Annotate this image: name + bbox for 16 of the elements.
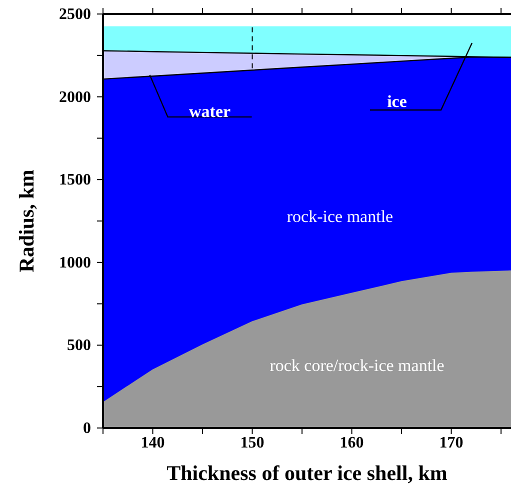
y-tick-label: 1500 <box>59 172 91 189</box>
x-axis-title: Thickness of outer ice shell, km <box>166 461 448 485</box>
y-tick-label: 1000 <box>59 254 91 272</box>
y-tick-label: 0 <box>83 420 91 437</box>
y-tick-label: 2000 <box>59 88 91 106</box>
x-tick-label: 140 <box>140 434 165 452</box>
y-tick-label: 500 <box>67 337 91 354</box>
annotation: water <box>189 102 231 121</box>
x-tick-label: 160 <box>340 434 364 452</box>
annotation: rock-ice mantle <box>286 207 394 226</box>
x-tick-label: 150 <box>240 434 264 452</box>
y-axis-title: Radius, km <box>14 169 38 272</box>
y-tick-label: 2500 <box>59 6 91 23</box>
annotation: rock core/rock-ice mantle <box>270 356 444 375</box>
x-tick-label: 170 <box>439 434 464 452</box>
annotation: ice <box>387 92 408 111</box>
